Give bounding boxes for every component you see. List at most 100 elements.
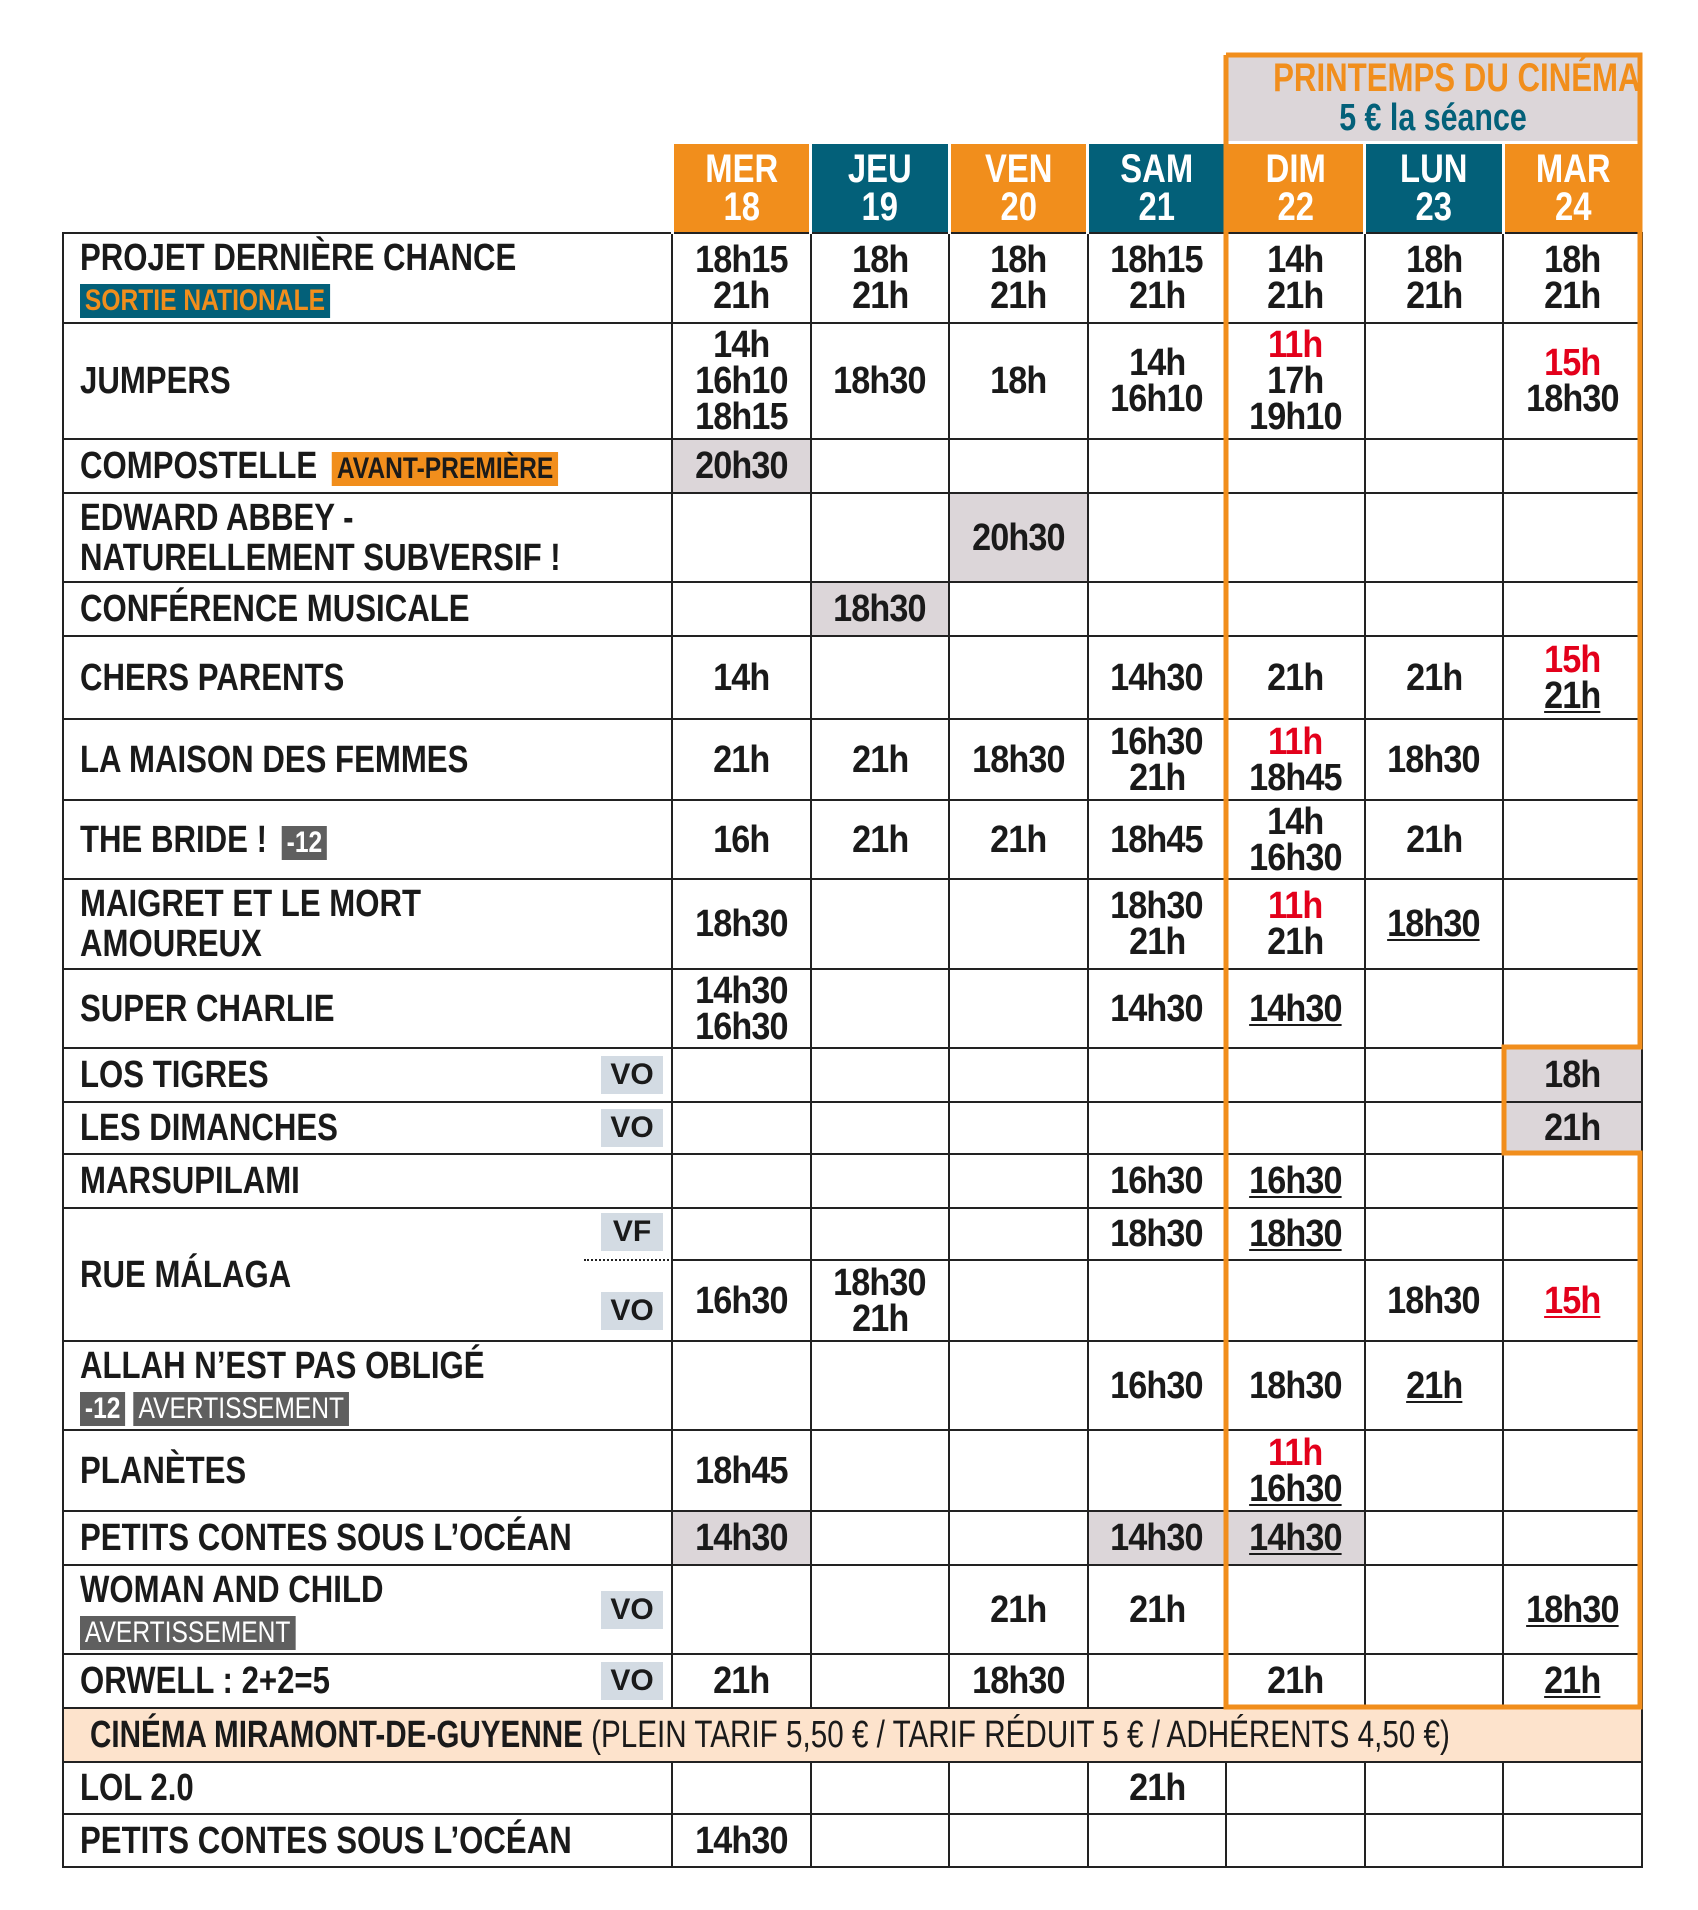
showtime[interactable]: 14h30: [673, 1519, 810, 1557]
showtime[interactable]: 21h: [812, 741, 949, 779]
showtime[interactable]: 21h: [1089, 759, 1226, 797]
showtime[interactable]: 18h: [950, 362, 1087, 400]
showtime[interactable]: 18h45: [673, 1452, 810, 1490]
showtime[interactable]: 21h: [1366, 659, 1503, 697]
showtime[interactable]: 16h30: [1227, 839, 1364, 877]
showtime[interactable]: 18h30: [1089, 887, 1226, 925]
showtime[interactable]: 16h10: [673, 362, 810, 400]
showtime[interactable]: 20h30: [950, 519, 1087, 557]
showtime[interactable]: 18h30: [950, 1662, 1087, 1700]
showtime[interactable]: 18h30: [812, 590, 949, 628]
showtime[interactable]: 21h: [1227, 923, 1364, 961]
showtime[interactable]: 14h: [1227, 803, 1364, 841]
showtime[interactable]: 18h30: [673, 905, 810, 943]
showtime[interactable]: 18h30: [950, 741, 1087, 779]
showtime[interactable]: 14h30: [1227, 1519, 1364, 1557]
showtime[interactable]: 21h: [1089, 1591, 1226, 1629]
showtime[interactable]: 18h30: [1366, 741, 1503, 779]
showtime[interactable]: 11h: [1227, 887, 1364, 925]
showtime[interactable]: 21h: [812, 1300, 949, 1338]
showtime[interactable]: 17h: [1227, 362, 1364, 400]
showtime[interactable]: 14h: [1089, 344, 1226, 382]
showtime[interactable]: 18h30: [1227, 1215, 1364, 1253]
showtime-text: 21h: [990, 1588, 1047, 1631]
showtime[interactable]: 21h: [812, 277, 949, 315]
film-title: LES DIMANCHES: [80, 1108, 338, 1148]
showtime[interactable]: 16h30: [673, 1008, 810, 1046]
showtime[interactable]: 21h: [950, 1588, 1087, 1631]
showtime-cell-mer: 21h: [671, 718, 812, 801]
showtime-cell-mar: [1502, 1429, 1643, 1512]
showtime-text: 21h: [990, 275, 1047, 317]
showtime[interactable]: 19h10: [1227, 398, 1364, 436]
showtime[interactable]: 18h30: [812, 362, 949, 400]
showtime[interactable]: 18h30: [1504, 1591, 1641, 1629]
showtime[interactable]: 16h: [673, 821, 810, 859]
showtime[interactable]: 16h30: [1089, 723, 1226, 761]
showtime[interactable]: 18h: [950, 241, 1087, 279]
showtime[interactable]: 21h: [1504, 277, 1641, 315]
showtime[interactable]: 14h: [673, 659, 810, 697]
showtime[interactable]: 15h: [1504, 344, 1641, 382]
showtime[interactable]: 18h30: [1366, 905, 1503, 943]
film-title-text: PETITS CONTES SOUS L’OCÉAN: [80, 1517, 572, 1559]
showtime[interactable]: 16h30: [1089, 1367, 1226, 1405]
showtime[interactable]: 11h: [1227, 1434, 1364, 1472]
showtime[interactable]: 18h15: [673, 398, 810, 436]
showtime[interactable]: 16h30: [673, 1282, 810, 1320]
showtime[interactable]: 18h30: [1366, 1282, 1503, 1320]
showtime[interactable]: 14h30: [1089, 990, 1226, 1028]
showtime[interactable]: 21h: [1227, 1662, 1364, 1700]
showtime[interactable]: 21h: [1504, 1109, 1641, 1147]
showtime[interactable]: 14h: [1227, 241, 1364, 279]
showtime[interactable]: 21h: [1227, 659, 1364, 697]
showtime[interactable]: 16h30: [1227, 1162, 1364, 1200]
showtime[interactable]: 20h30: [673, 447, 810, 485]
showtime[interactable]: 21h: [1089, 1769, 1226, 1807]
showtime[interactable]: 18h: [812, 241, 949, 279]
showtime[interactable]: 14h30: [1089, 1519, 1226, 1557]
showtime-cell-mer: [671, 1340, 812, 1431]
showtime[interactable]: 16h30: [1227, 1470, 1364, 1508]
showtime[interactable]: 16h30: [1089, 1162, 1226, 1200]
showtime[interactable]: 14h30: [673, 972, 810, 1010]
showtime[interactable]: 14h30: [673, 1822, 810, 1860]
showtime[interactable]: 18h45: [1227, 759, 1364, 797]
showtime[interactable]: 15h: [1504, 641, 1641, 679]
showtime[interactable]: 18h15: [673, 241, 810, 279]
film-title-text: JUMPERS: [80, 360, 231, 402]
showtime[interactable]: 21h: [1504, 1662, 1641, 1700]
showtime[interactable]: 11h: [1227, 326, 1364, 364]
showtime[interactable]: 21h: [1366, 821, 1503, 859]
showtime[interactable]: 21h: [1089, 923, 1226, 961]
showtime[interactable]: 18h: [1504, 1056, 1641, 1094]
showtime[interactable]: 21h: [812, 821, 949, 859]
showtime[interactable]: 18h30: [1227, 1367, 1364, 1405]
showtime[interactable]: 21h: [673, 741, 810, 779]
film-title-line: NATURELLEMENT SUBVERSIF !: [80, 538, 561, 578]
showtime[interactable]: 21h: [1366, 1367, 1503, 1405]
showtime[interactable]: 16h10: [1089, 380, 1226, 418]
showtime[interactable]: 21h: [1504, 677, 1641, 715]
showtime[interactable]: 18h: [1504, 241, 1641, 279]
film-title-cell: PROJET DERNIÈRE CHANCE SORTIE NATIONALE: [62, 232, 673, 324]
showtime[interactable]: 14h30: [1227, 990, 1364, 1028]
showtime[interactable]: 18h30: [1504, 380, 1641, 418]
showtime[interactable]: 21h: [673, 1662, 810, 1700]
showtime[interactable]: 21h: [1366, 277, 1503, 315]
showtime[interactable]: 18h45: [1089, 821, 1226, 859]
showtime[interactable]: 21h: [673, 277, 810, 315]
showtime[interactable]: 15h: [1504, 1282, 1641, 1320]
showtime[interactable]: 21h: [1089, 277, 1226, 315]
showtime[interactable]: 18h30: [1089, 1215, 1226, 1253]
showtime[interactable]: 21h: [950, 821, 1087, 859]
showtime[interactable]: 14h: [673, 326, 810, 364]
showtime[interactable]: 21h: [1227, 277, 1364, 315]
showtime[interactable]: 21h: [950, 275, 1087, 317]
showtime[interactable]: 14h30: [1089, 659, 1226, 697]
showtime[interactable]: 18h30: [812, 1264, 949, 1302]
showtime-cell-mer: [671, 1761, 812, 1815]
showtime[interactable]: 18h15: [1089, 241, 1226, 279]
showtime[interactable]: 11h: [1227, 723, 1364, 761]
showtime[interactable]: 18h: [1366, 241, 1503, 279]
